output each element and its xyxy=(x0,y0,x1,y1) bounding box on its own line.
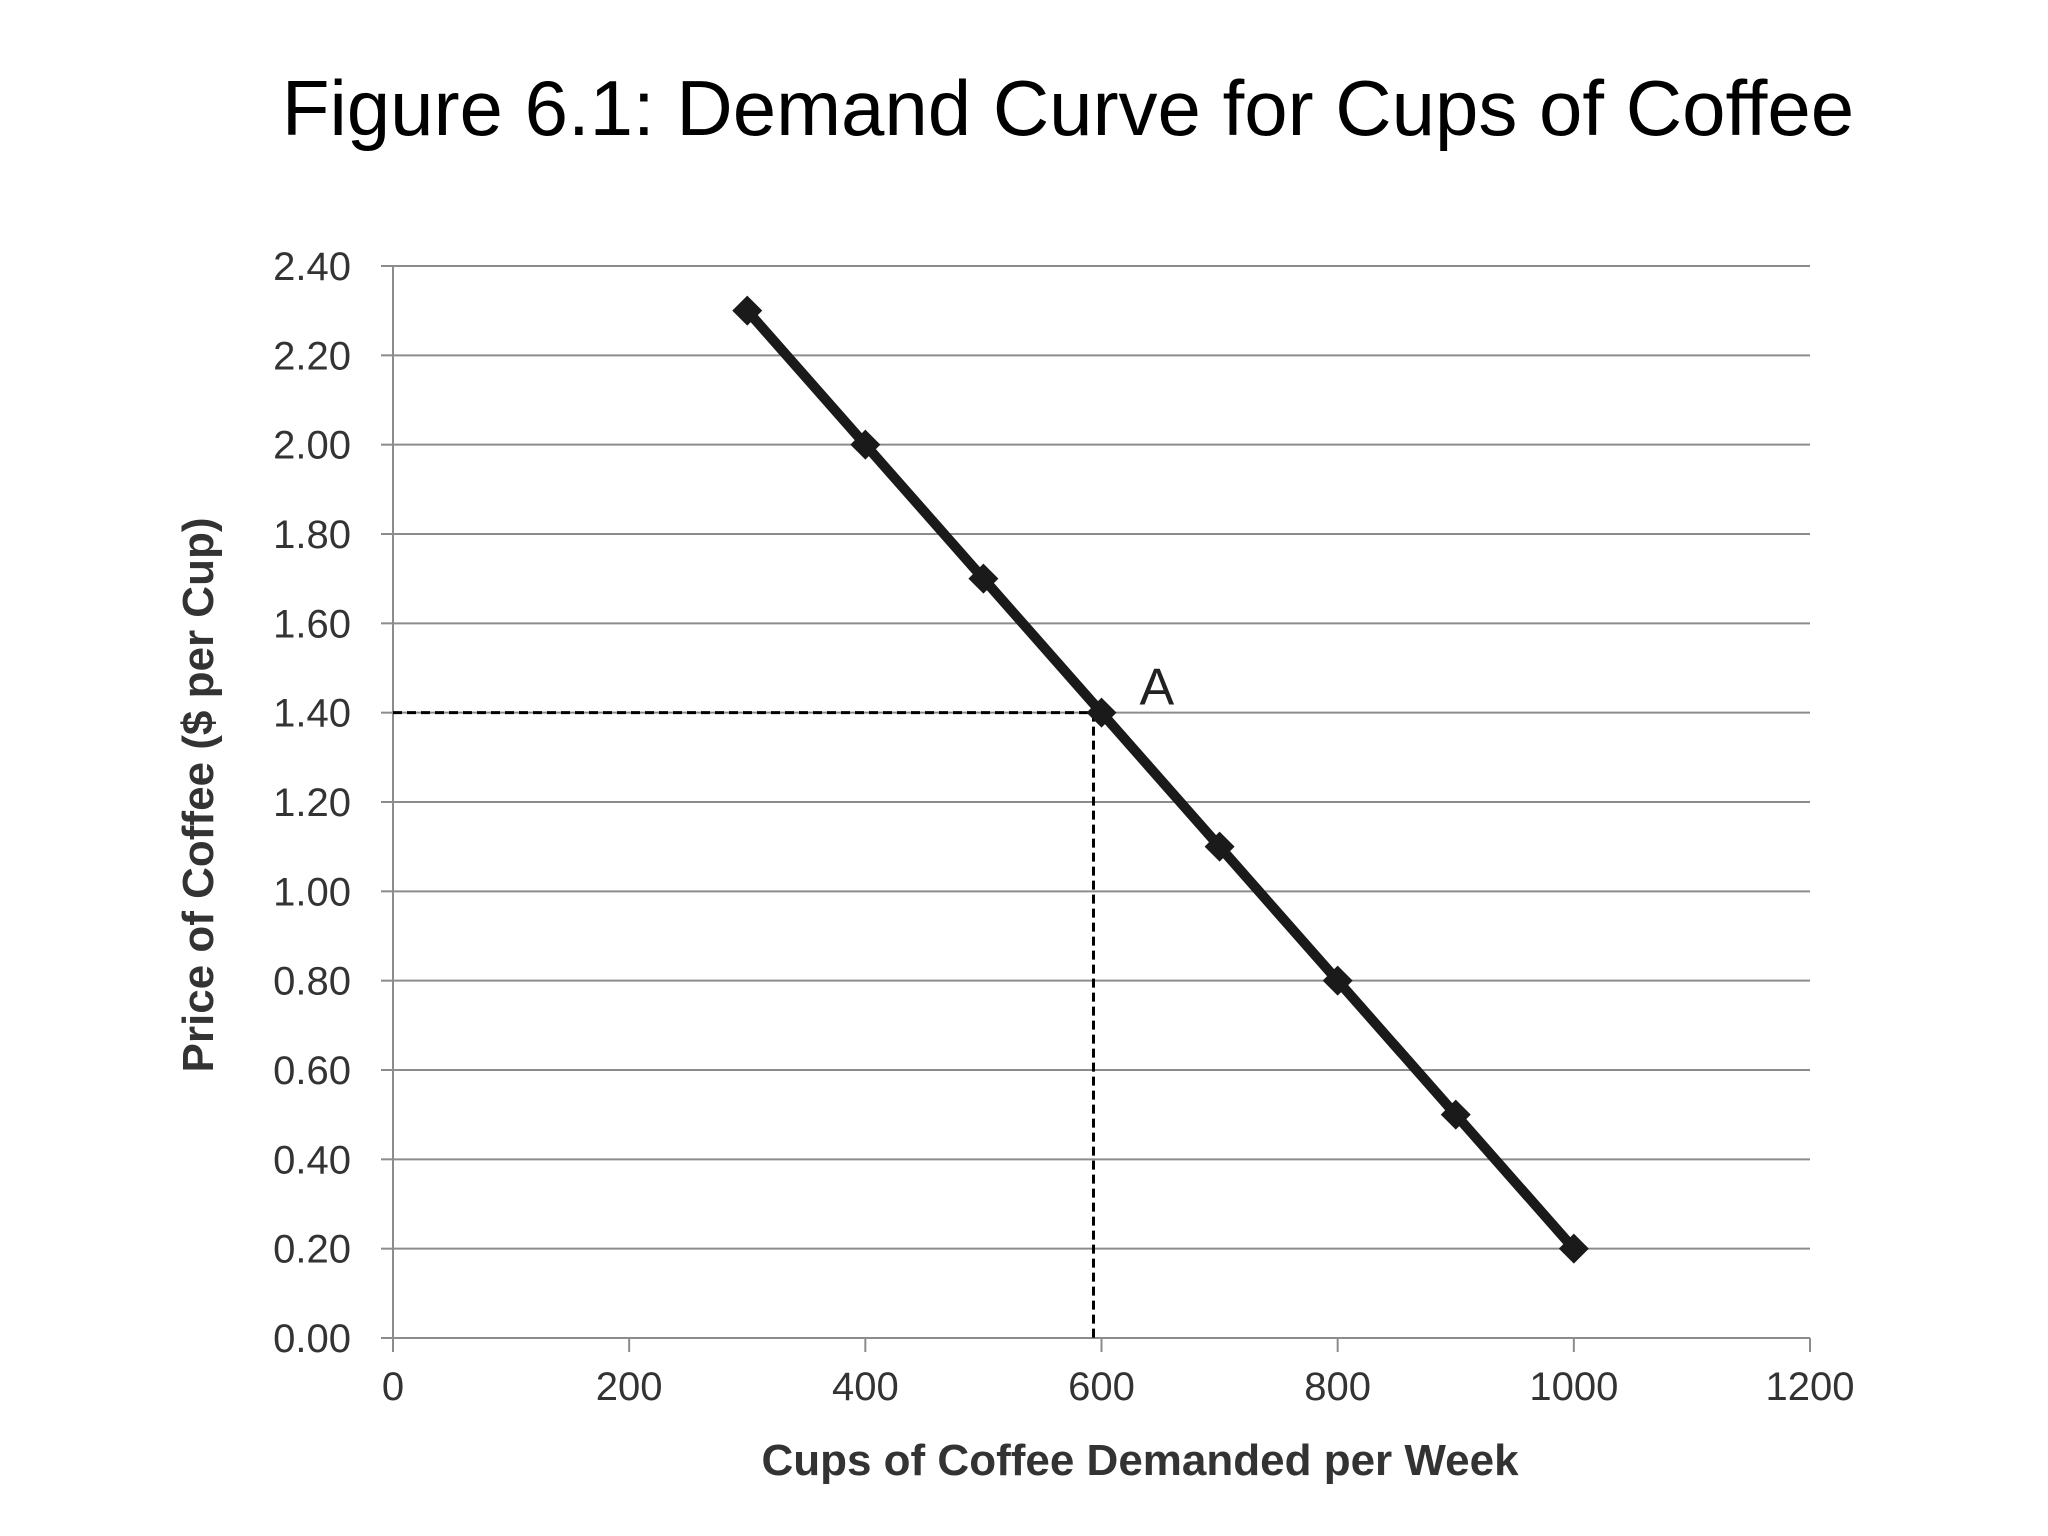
x-tick-label: 1200 xyxy=(1766,1365,1855,1409)
y-tick-label: 1.40 xyxy=(273,692,351,736)
x-tick-label: 400 xyxy=(832,1365,899,1409)
guide-layer xyxy=(393,711,1095,1338)
y-tick-label: 0.40 xyxy=(273,1138,351,1182)
x-tick-label: 0 xyxy=(382,1365,404,1409)
y-tick-label: 0.80 xyxy=(273,960,351,1004)
demand-point xyxy=(850,429,881,460)
y-tick-label: 1.60 xyxy=(273,602,351,646)
axis-layer xyxy=(381,265,1811,1352)
x-tick-label: 800 xyxy=(1304,1365,1371,1409)
label-layer: 0.00 0.20 0.40 0.60 0.80 1.00 1.20 1.40 1.60 1.80… xyxy=(273,245,1854,1409)
grid-layer xyxy=(393,265,1810,1250)
y-tick-label: 1.80 xyxy=(273,513,351,557)
series-layer xyxy=(732,295,1589,1264)
demand-point xyxy=(1440,1099,1471,1130)
demand-point xyxy=(1086,697,1117,728)
y-tick-label: 0.00 xyxy=(273,1317,351,1361)
demand-point xyxy=(1322,965,1353,996)
demand-point xyxy=(968,563,999,594)
y-tick-label: 1.20 xyxy=(273,781,351,825)
x-tick-label: 200 xyxy=(596,1365,663,1409)
demand-point xyxy=(1204,831,1235,862)
annotation-label: A xyxy=(1140,659,1175,717)
demand-point xyxy=(732,295,763,326)
y-tick-label: 2.00 xyxy=(273,424,351,468)
y-tick-label: 2.40 xyxy=(273,245,351,289)
y-tick-label: 1.00 xyxy=(273,870,351,914)
y-tick-label: 0.60 xyxy=(273,1049,351,1093)
chart-title: Figure 6.1: Demand Curve for Cups of Cof… xyxy=(282,64,1854,152)
x-tick-label: 600 xyxy=(1068,1365,1135,1409)
y-axis-label: Price of Coffee ($ per Cup) xyxy=(174,518,223,1073)
y-tick-label: 0.20 xyxy=(273,1228,351,1272)
demand-point xyxy=(1558,1233,1589,1264)
demand-line xyxy=(742,305,1579,1254)
y-tick-label: 2.20 xyxy=(273,334,351,378)
x-tick-label: 1000 xyxy=(1529,1365,1618,1409)
x-axis-label: Cups of Coffee Demanded per Week xyxy=(761,1436,1519,1485)
